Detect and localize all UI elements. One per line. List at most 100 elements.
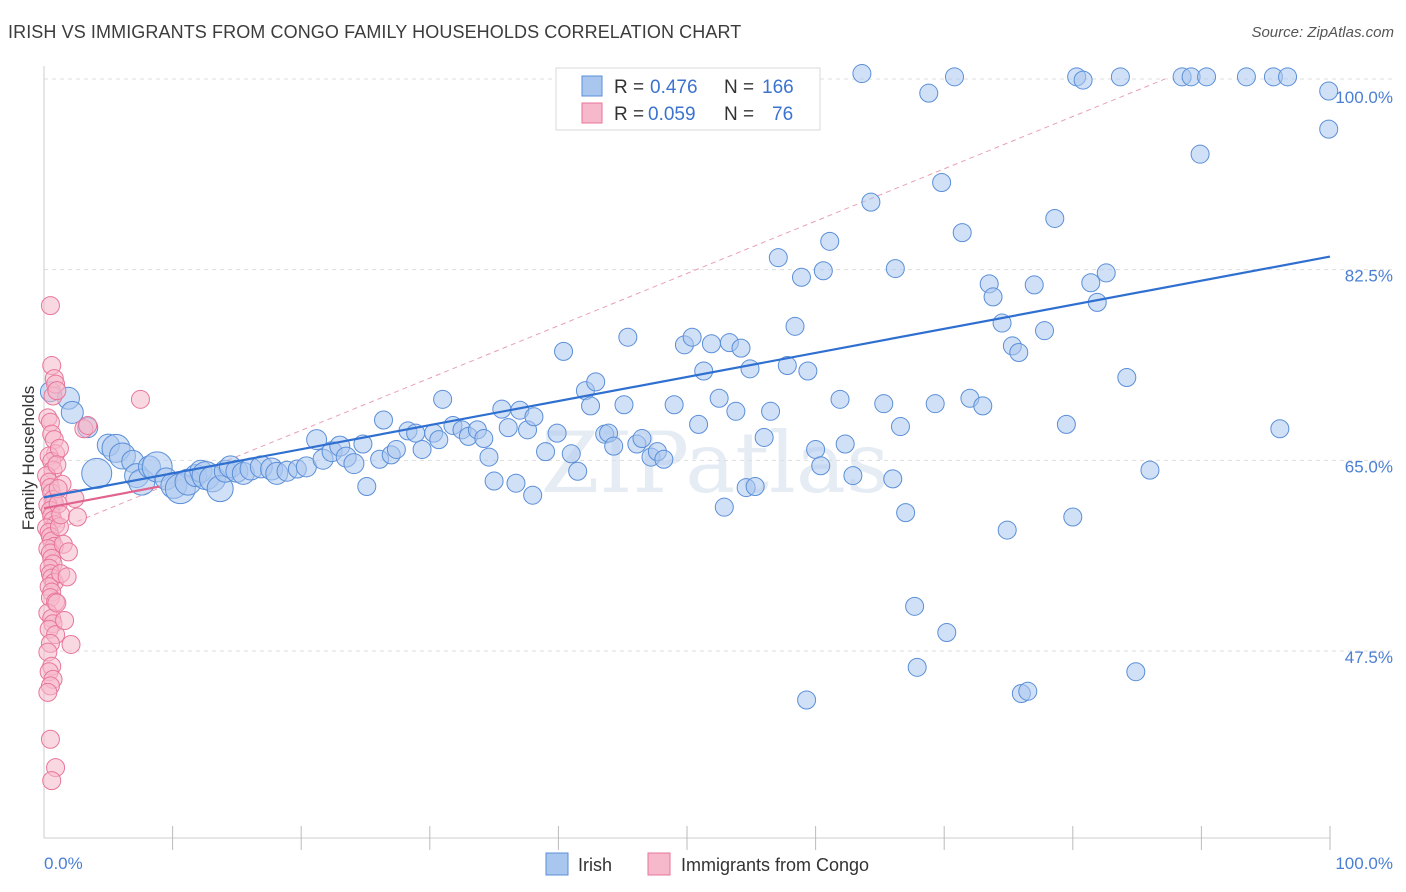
irish-point bbox=[618, 327, 638, 347]
irish-point bbox=[777, 356, 797, 376]
irish-point bbox=[343, 453, 365, 475]
legend-congo-n-value: 76 bbox=[772, 104, 793, 125]
congo-point bbox=[51, 505, 71, 525]
congo-points bbox=[37, 296, 150, 791]
irish-trend-line bbox=[43, 255, 1331, 499]
legend-swatch-congo bbox=[581, 102, 603, 124]
irish-point bbox=[614, 395, 634, 415]
irish-point bbox=[740, 359, 760, 379]
congo-point bbox=[130, 389, 150, 409]
legend-swatch-irish bbox=[581, 75, 603, 97]
congo-point bbox=[55, 610, 75, 630]
congo-trend-line bbox=[43, 485, 160, 510]
irish-point bbox=[811, 456, 831, 476]
irish-point bbox=[412, 439, 432, 459]
irish-point bbox=[60, 400, 84, 424]
y-tick-label: 65.0% bbox=[1345, 457, 1393, 476]
y-tick-label: 47.5% bbox=[1345, 648, 1393, 667]
irish-point bbox=[896, 503, 916, 523]
irish-point bbox=[1197, 67, 1217, 87]
irish-point bbox=[1073, 70, 1093, 90]
irish-point bbox=[761, 401, 781, 421]
irish-point bbox=[682, 327, 702, 347]
irish-point bbox=[479, 447, 499, 467]
legend: R = 0.476 N = 166 R = 0.059 N = 76 bbox=[555, 67, 821, 131]
legend-congo-r-value: 0.059 bbox=[648, 104, 696, 125]
irish-point bbox=[1024, 275, 1044, 295]
irish-point bbox=[1278, 67, 1298, 87]
irish-point bbox=[1190, 144, 1210, 164]
congo-point bbox=[47, 593, 67, 613]
irish-point bbox=[1236, 67, 1256, 87]
irish-point bbox=[506, 473, 526, 493]
irish-point bbox=[524, 407, 544, 427]
irish-point bbox=[701, 334, 721, 354]
bottom-legend-irish-label: Irish bbox=[578, 855, 612, 875]
bottom-legend-swatch-irish bbox=[545, 852, 569, 876]
chart-title: IRISH VS IMMIGRANTS FROM CONGO FAMILY HO… bbox=[8, 22, 742, 42]
irish-point bbox=[581, 396, 601, 416]
irish-point bbox=[1081, 273, 1101, 293]
irish-point bbox=[797, 690, 817, 710]
irish-point bbox=[374, 410, 394, 430]
watermark: ZIPatlas bbox=[541, 414, 889, 512]
irish-point bbox=[861, 192, 881, 212]
irish-point bbox=[523, 485, 543, 505]
irish-point bbox=[1110, 67, 1130, 87]
bottom-legend-swatch-congo bbox=[647, 852, 671, 876]
irish-point bbox=[714, 497, 734, 517]
irish-point bbox=[664, 395, 684, 415]
irish-point bbox=[429, 430, 449, 450]
irish-point bbox=[1319, 81, 1339, 101]
irish-point bbox=[820, 231, 840, 251]
y-tick-label: 100.0% bbox=[1335, 88, 1393, 107]
congo-point bbox=[61, 634, 81, 654]
irish-point bbox=[1117, 368, 1137, 388]
irish-point bbox=[632, 429, 652, 449]
irish-point bbox=[806, 439, 826, 459]
legend-irish-n-label: N = bbox=[724, 77, 759, 98]
irish-point bbox=[1045, 208, 1065, 228]
irish-point bbox=[731, 338, 751, 358]
legend-irish-r-value: 0.476 bbox=[650, 77, 698, 98]
y-tick-label: 82.5% bbox=[1345, 267, 1393, 286]
irish-point bbox=[709, 388, 729, 408]
congo-point bbox=[47, 381, 67, 401]
y-axis-label: Family Households bbox=[19, 386, 38, 531]
x-axis-ticks bbox=[172, 826, 1331, 850]
y-tick-labels: 47.5% 65.0% 82.5% 100.0% bbox=[1335, 88, 1393, 667]
irish-point bbox=[1096, 263, 1116, 283]
legend-irish-r-label: R = bbox=[614, 77, 649, 98]
irish-point bbox=[874, 394, 894, 414]
congo-point bbox=[58, 542, 78, 562]
congo-point bbox=[67, 507, 87, 527]
irish-point bbox=[474, 429, 494, 449]
irish-point bbox=[547, 423, 567, 443]
irish-point bbox=[604, 436, 624, 456]
irish-point bbox=[885, 259, 905, 279]
irish-point bbox=[694, 361, 714, 381]
irish-point bbox=[890, 417, 910, 437]
congo-point bbox=[38, 682, 58, 702]
irish-point bbox=[905, 596, 925, 616]
irish-point bbox=[536, 442, 556, 462]
irish-point bbox=[937, 622, 957, 642]
irish-point bbox=[554, 341, 574, 361]
irish-point bbox=[983, 287, 1003, 307]
legend-congo-n-label: N = bbox=[724, 104, 759, 125]
irish-point bbox=[835, 434, 855, 454]
source-credit: Source: ZipAtlas.com bbox=[1251, 24, 1394, 41]
irish-points bbox=[39, 64, 1339, 710]
irish-point bbox=[561, 444, 581, 464]
irish-point bbox=[386, 439, 406, 459]
irish-point bbox=[726, 401, 746, 421]
irish-point bbox=[932, 173, 952, 193]
irish-point bbox=[997, 520, 1017, 540]
irish-point bbox=[745, 476, 765, 496]
x-tick-label-max: 100.0% bbox=[1335, 854, 1393, 873]
irish-point bbox=[830, 389, 850, 409]
gridlines bbox=[44, 78, 1392, 652]
irish-point bbox=[586, 372, 606, 392]
bottom-legend-congo-label: Immigrants from Congo bbox=[681, 855, 869, 875]
